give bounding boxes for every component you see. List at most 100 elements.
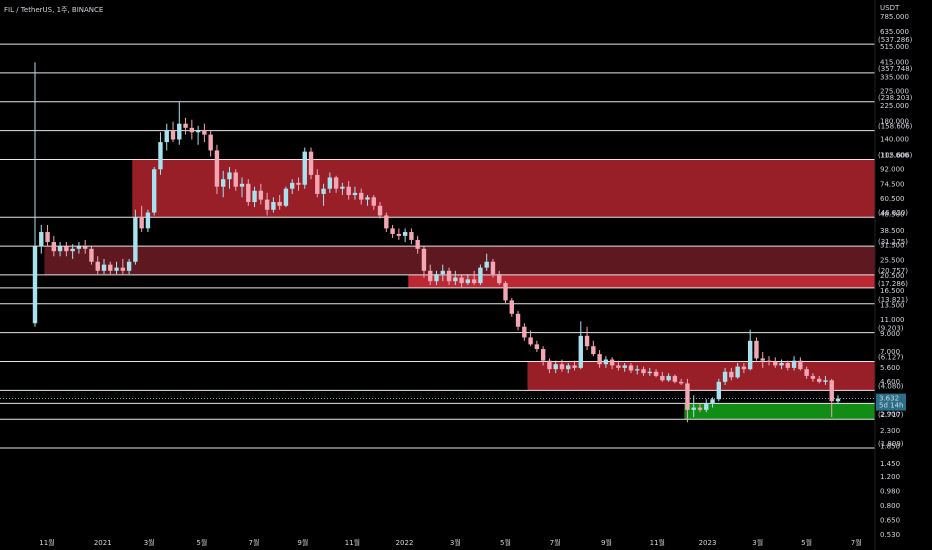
zone — [684, 403, 875, 420]
x-tick-label: 5월 — [196, 538, 207, 547]
candle-body — [741, 366, 747, 370]
candle-body — [101, 264, 107, 271]
x-tick-label: 11월 — [39, 538, 54, 547]
candle-body — [133, 216, 138, 262]
candle-body — [390, 228, 395, 234]
candle-body — [798, 360, 803, 370]
candle-body — [208, 134, 213, 151]
candle-body — [32, 246, 38, 324]
x-tick-label: 3월 — [144, 538, 155, 547]
y-tick-label: 20.500 — [880, 272, 905, 280]
y-tick-label: 60.500 — [880, 195, 905, 203]
candle-body — [490, 261, 496, 275]
candle-body — [591, 346, 596, 355]
y-tick-label: 635.000 — [880, 28, 909, 36]
level-label: (20.757) — [878, 267, 908, 275]
candle-body — [189, 127, 195, 133]
candle-body — [559, 364, 565, 370]
candle-body — [252, 190, 257, 203]
x-tick-label: 7월 — [550, 538, 561, 547]
candle-body — [114, 267, 119, 271]
candle-body — [45, 232, 50, 243]
candle-body — [108, 264, 113, 271]
candle-body — [597, 354, 602, 365]
candle-body — [415, 239, 420, 249]
candle-body — [120, 267, 126, 271]
x-tick-label: 3월 — [450, 538, 461, 547]
candle-body — [572, 365, 577, 368]
candle-body — [51, 242, 57, 252]
candle-body — [729, 371, 734, 378]
candle-body — [528, 337, 533, 345]
candle-body — [95, 261, 100, 271]
x-tick-label: 9월 — [297, 538, 308, 547]
y-tick-label: 16.500 — [880, 287, 905, 295]
y-tick-label: 13.500 — [880, 301, 905, 309]
candle-body — [465, 279, 471, 284]
zone — [132, 159, 875, 218]
candle-body — [296, 182, 301, 185]
candle-body — [302, 151, 307, 185]
countdown-label: 5d 14h — [879, 402, 903, 410]
candle-body — [233, 172, 238, 187]
candle-body — [660, 375, 665, 381]
level-label: (2.717) — [878, 411, 904, 419]
candle-body — [716, 381, 722, 400]
candle-body — [685, 383, 690, 410]
candle-body — [534, 344, 540, 350]
candle-body — [478, 267, 483, 284]
candle-body — [384, 215, 389, 229]
y-tick-label: 11.000 — [880, 316, 905, 324]
candle-body — [440, 270, 445, 275]
candle-body — [622, 365, 627, 368]
candle-body — [497, 274, 502, 284]
current-price-tag — [876, 393, 906, 411]
candle-body — [697, 407, 703, 410]
candle-body — [747, 340, 753, 370]
level-label: (31.175) — [878, 238, 908, 246]
y-tick-label: 31.500 — [880, 241, 905, 249]
candle-body — [710, 399, 715, 404]
candle-body — [754, 340, 759, 359]
candle-body — [566, 365, 571, 370]
candle-body — [202, 130, 207, 135]
unit-label: USDT — [880, 4, 900, 12]
candle-body — [308, 151, 314, 175]
candle-body — [340, 186, 345, 189]
x-tick-label: 11월 — [345, 538, 360, 547]
candle-body — [227, 172, 232, 180]
x-tick-label: 7월 — [248, 538, 259, 547]
level-label: (158.606) — [878, 123, 913, 131]
level-label: (357.748) — [878, 65, 913, 73]
level-label: (105.606) — [878, 152, 913, 160]
y-tick-label: 0.650 — [880, 517, 900, 525]
x-tick-label: 2022 — [396, 539, 414, 547]
candle-body — [402, 232, 408, 236]
candle-body — [352, 192, 358, 196]
y-tick-label: 2.900 — [880, 411, 900, 419]
candle-body — [459, 277, 464, 284]
candle-body — [647, 371, 652, 374]
y-tick-label: 9.000 — [880, 330, 900, 338]
candle-body — [810, 375, 816, 379]
y-tick-label: 4.600 — [880, 378, 900, 386]
candle-body — [515, 313, 521, 327]
candle-body — [704, 403, 709, 410]
y-tick-label: 5.600 — [880, 364, 900, 372]
candle-body — [547, 360, 552, 370]
candle-body — [609, 359, 615, 366]
candle-body — [766, 360, 772, 362]
candle-body — [39, 232, 44, 247]
candle-body — [785, 362, 791, 368]
y-tick-label: 1.200 — [880, 473, 900, 481]
y-tick-label: 74.500 — [880, 180, 905, 188]
level-label: (9.203) — [878, 325, 904, 333]
y-tick-label: 225.000 — [880, 102, 909, 110]
candle-body — [503, 283, 508, 301]
candle-body — [540, 349, 546, 361]
candle-body — [522, 326, 527, 338]
x-tick-label: 5월 — [500, 538, 511, 547]
level-label: (17.286) — [878, 280, 908, 288]
candle-body — [170, 130, 176, 140]
candle-body — [641, 369, 646, 374]
